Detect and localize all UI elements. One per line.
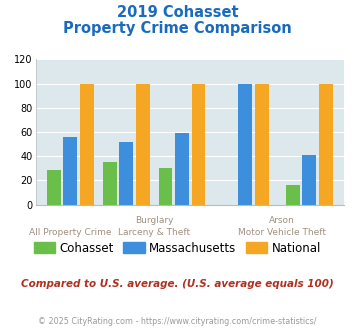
Text: Compared to U.S. average. (U.S. average equals 100): Compared to U.S. average. (U.S. average …: [21, 279, 334, 289]
Bar: [286, 185, 300, 205]
Text: Motor Vehicle Theft: Motor Vehicle Theft: [237, 228, 326, 237]
Bar: [319, 83, 333, 205]
Text: Burglary: Burglary: [135, 216, 173, 225]
Text: 2019 Cohasset: 2019 Cohasset: [117, 5, 238, 20]
Bar: [136, 83, 150, 205]
Bar: [119, 142, 133, 205]
Bar: [103, 162, 117, 205]
Text: Larceny & Theft: Larceny & Theft: [118, 228, 190, 237]
Text: © 2025 CityRating.com - https://www.cityrating.com/crime-statistics/: © 2025 CityRating.com - https://www.city…: [38, 317, 317, 326]
Bar: [159, 168, 173, 205]
Bar: [175, 133, 189, 205]
Bar: [239, 83, 252, 205]
Bar: [64, 137, 77, 205]
Text: Property Crime Comparison: Property Crime Comparison: [63, 21, 292, 36]
Bar: [302, 155, 316, 205]
Bar: [80, 83, 94, 205]
Text: All Property Crime: All Property Crime: [29, 228, 111, 237]
Bar: [191, 83, 206, 205]
Bar: [47, 170, 61, 205]
Bar: [255, 83, 269, 205]
Legend: Cohasset, Massachusetts, National: Cohasset, Massachusetts, National: [29, 237, 326, 259]
Text: Arson: Arson: [269, 216, 294, 225]
